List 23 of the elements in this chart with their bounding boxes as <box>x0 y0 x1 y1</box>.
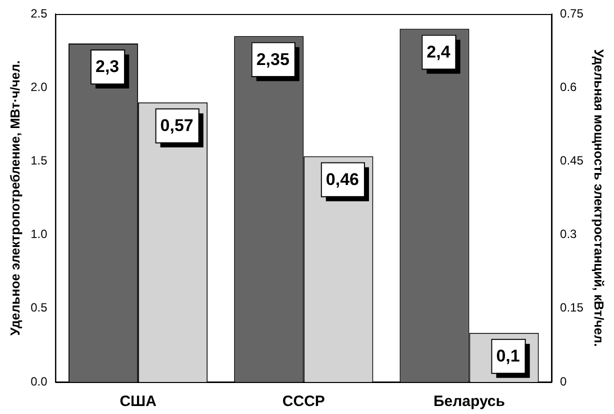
x-tick-label: Беларусь <box>434 393 505 410</box>
x-tick-label: СССР <box>282 393 325 410</box>
y-tick-label: 1.0 <box>30 227 48 242</box>
y2-tick-label: 0 <box>560 374 568 388</box>
y-tick-label: 1.5 <box>30 154 48 168</box>
y2-axis-title: Удельная мощность электростанций, кВт/чел. <box>592 49 607 347</box>
data-label: 0,46 <box>326 170 359 189</box>
y-axis-title: Удельное электропотребление, МВт·ч/чел. <box>7 60 22 336</box>
data-label: 0,57 <box>160 116 194 136</box>
y2-tick-label: 0.6 <box>560 80 578 94</box>
data-label: 2,35 <box>256 50 290 69</box>
y-tick-label: 2.5 <box>30 6 48 20</box>
y2-tick-label: 0.75 <box>560 6 584 20</box>
data-label: 0,1 <box>496 346 520 366</box>
y-tick-label: 0.5 <box>30 300 48 315</box>
y2-tick-label: 0.15 <box>560 300 584 315</box>
y-tick-label: 0.0 <box>30 374 48 388</box>
y-tick-label: 2.0 <box>30 80 48 94</box>
y2-tick-label: 0.3 <box>560 227 578 242</box>
data-label: 2,3 <box>95 57 120 76</box>
y2-tick-label: 0.45 <box>560 154 584 168</box>
x-tick-label: США <box>120 393 157 410</box>
data-label: 2,4 <box>426 42 451 62</box>
